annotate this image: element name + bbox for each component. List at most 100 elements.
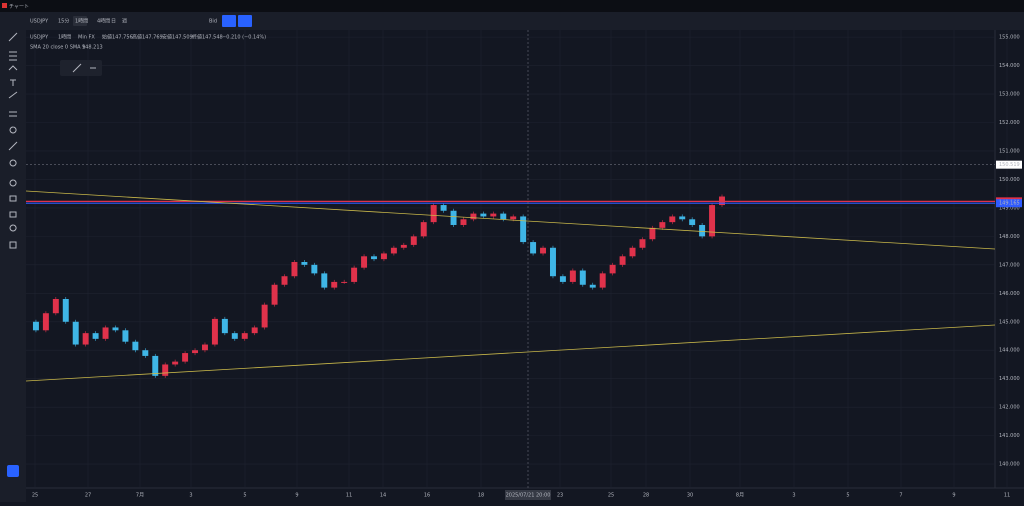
candle (609, 264, 616, 274)
toolbar (0, 12, 1024, 30)
candle (390, 247, 397, 254)
legend-text: 147.509 (172, 35, 193, 41)
x-tick-label: 25 (32, 493, 38, 499)
chart-style-button[interactable] (222, 15, 236, 27)
candle (619, 256, 626, 265)
candle (291, 261, 298, 277)
candle (102, 327, 109, 339)
legend-text: 1時間 (58, 35, 71, 41)
price-label: 149.165 (999, 201, 1020, 207)
interval[interactable]: 1時間 (75, 19, 88, 25)
candle (520, 216, 527, 243)
candle (341, 281, 348, 283)
candle (241, 333, 248, 339)
candle (92, 333, 99, 339)
y-tick-label: 155.000 (999, 35, 1020, 41)
candle (669, 216, 676, 223)
y-tick-label: 140.000 (999, 462, 1020, 468)
x-tick-label: 27 (85, 493, 91, 499)
x-tick-label: 11 (346, 493, 352, 499)
candle (361, 256, 368, 268)
legend-text: 始値 (102, 34, 112, 41)
candle (52, 298, 59, 314)
candle (132, 341, 139, 351)
candle (42, 313, 49, 331)
candle (639, 239, 646, 248)
x-tick-label: 28 (643, 493, 649, 499)
x-tick-label: 7 (899, 493, 902, 499)
y-tick-label: 151.000 (999, 148, 1020, 154)
candle (371, 256, 377, 260)
x-tick-label: 11 (1004, 493, 1010, 499)
y-tick-label: 154.000 (999, 63, 1020, 69)
x-tick-label: 18 (478, 493, 484, 499)
legend-text: USDJPY (30, 35, 49, 41)
legend-text: 147.756 (112, 35, 133, 41)
candle (589, 284, 596, 288)
candle (112, 327, 119, 331)
x-tick-label: 9 (952, 493, 955, 499)
y-tick-label: 147.000 (999, 262, 1020, 268)
price-label-bg (996, 199, 1022, 208)
candle (311, 264, 318, 274)
interval[interactable]: 4時間 (97, 19, 110, 25)
legend-text: 147.769 (142, 35, 163, 41)
y-tick-label: 152.000 (999, 120, 1020, 126)
candle (649, 227, 656, 240)
candle (152, 355, 159, 376)
indicator-value: 148.213 (82, 45, 103, 51)
price-axis (995, 30, 1024, 488)
crosshair-label: 2025/07/21 20:00 (506, 493, 551, 499)
candle (530, 242, 537, 254)
x-tick-label: 8月 (736, 493, 744, 499)
candle (172, 361, 179, 365)
app-icon (2, 3, 7, 8)
symbol[interactable]: USDJPY (30, 19, 49, 25)
chart-style-button[interactable] (238, 15, 252, 27)
y-tick-label: 150.000 (999, 177, 1020, 183)
candle (490, 213, 497, 217)
candle (500, 213, 507, 220)
y-tick-label: 143.000 (999, 376, 1020, 382)
candle (301, 261, 308, 265)
star-button[interactable] (7, 465, 19, 477)
drawing-toolbar (60, 60, 102, 76)
candle (579, 270, 586, 285)
candle (261, 304, 268, 328)
legend-text: 高値 (132, 34, 142, 41)
interval[interactable]: 15分 (58, 18, 69, 25)
x-tick-label: 5 (846, 493, 849, 499)
candle (410, 236, 417, 245)
left-toolbar (0, 30, 26, 502)
candle (440, 205, 447, 211)
candle (430, 205, 437, 223)
x-tick-label: 25 (608, 493, 614, 499)
x-tick-label: 9 (295, 493, 298, 499)
x-tick-label: 3 (189, 493, 192, 499)
candle (480, 213, 487, 217)
candle (331, 281, 338, 288)
price-label: 150.519 (999, 162, 1020, 168)
interval[interactable]: 週 (122, 18, 127, 25)
candle (122, 330, 129, 342)
candle (559, 276, 566, 282)
candle (709, 205, 716, 237)
candle (192, 350, 199, 354)
active-interval (73, 16, 87, 26)
candle (221, 318, 228, 334)
candle (281, 276, 288, 285)
y-tick-label: 142.000 (999, 405, 1020, 411)
candle (460, 219, 467, 225)
x-tick-label: 23 (557, 493, 563, 499)
x-tick-label: 16 (424, 493, 430, 499)
candle (142, 350, 149, 356)
x-tick-label: 30 (687, 493, 693, 499)
candle (540, 247, 547, 254)
candle (400, 244, 407, 248)
candle (211, 318, 218, 345)
price-type[interactable]: Bid (209, 19, 217, 25)
interval[interactable]: 日 (111, 19, 116, 25)
candle (162, 364, 169, 376)
candle (470, 213, 477, 220)
